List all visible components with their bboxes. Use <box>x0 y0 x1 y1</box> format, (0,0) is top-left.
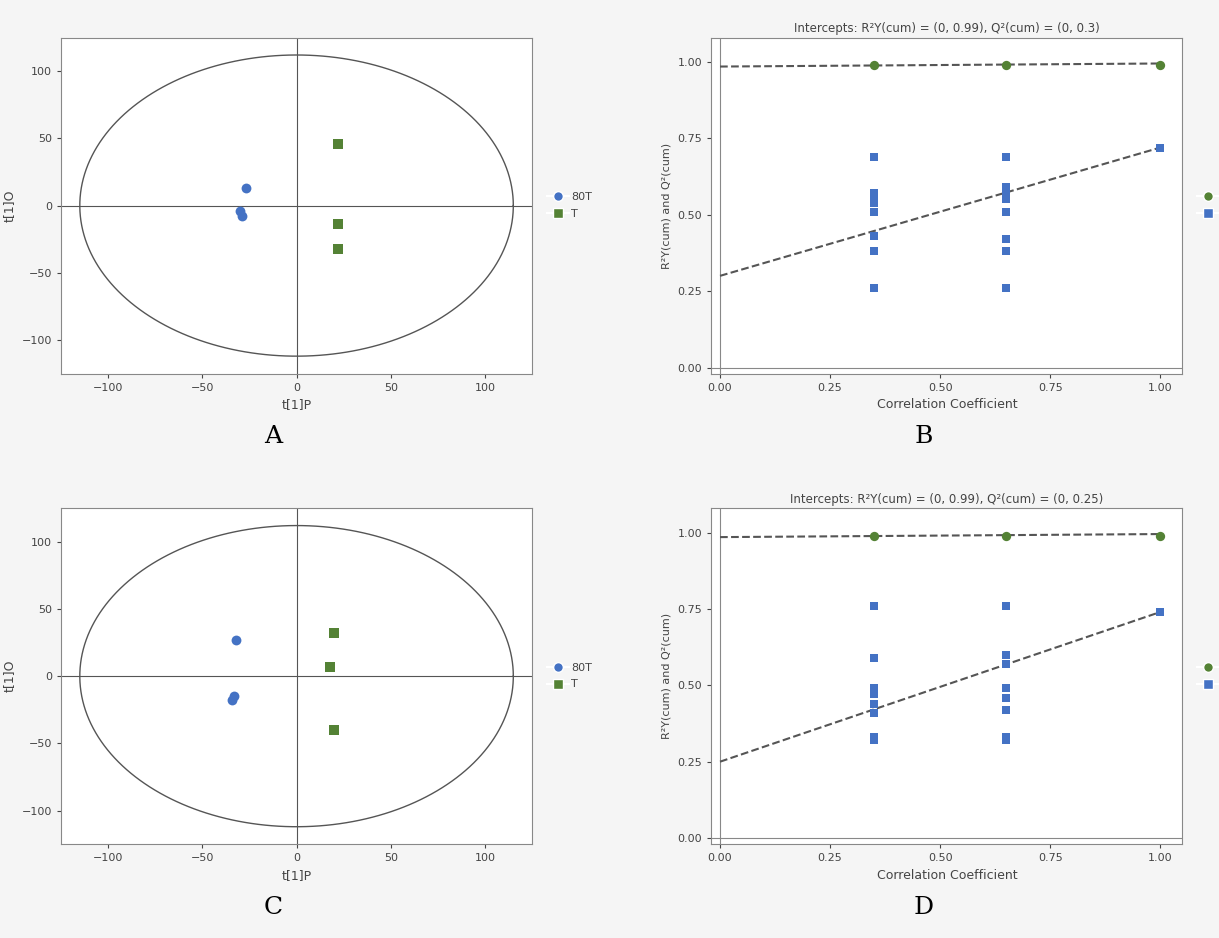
X-axis label: t[1]P: t[1]P <box>282 399 312 411</box>
Point <box>230 204 250 219</box>
Point <box>864 57 884 72</box>
Point <box>864 280 884 295</box>
X-axis label: t[1]P: t[1]P <box>282 869 312 882</box>
Point <box>996 204 1015 219</box>
Title: Intercepts: R²Y(cum) = (0, 0.99), Q²(cum) = (0, 0.3): Intercepts: R²Y(cum) = (0, 0.99), Q²(cum… <box>794 22 1100 35</box>
Point <box>996 657 1015 672</box>
X-axis label: Correlation Coefficient: Correlation Coefficient <box>876 869 1017 882</box>
Point <box>864 186 884 201</box>
Point <box>232 209 251 224</box>
Point <box>864 204 884 219</box>
Legend: R2Y(cum), Q2(cum): R2Y(cum), Q2(cum) <box>1192 188 1219 223</box>
Point <box>996 733 1015 748</box>
Title: Intercepts: R²Y(cum) = (0, 0.99), Q²(cum) = (0, 0.25): Intercepts: R²Y(cum) = (0, 0.99), Q²(cum… <box>790 492 1103 506</box>
Point <box>324 626 344 641</box>
Point <box>864 696 884 711</box>
Point <box>864 681 884 696</box>
Point <box>864 195 884 210</box>
Y-axis label: R²Y(cum) and Q²(cum): R²Y(cum) and Q²(cum) <box>662 613 672 739</box>
Point <box>864 705 884 720</box>
Point <box>864 149 884 164</box>
Point <box>996 703 1015 718</box>
Point <box>236 181 256 196</box>
Point <box>996 149 1015 164</box>
Point <box>996 598 1015 613</box>
Text: B: B <box>914 425 933 448</box>
Point <box>996 528 1015 543</box>
Point <box>864 528 884 543</box>
Point <box>227 632 246 647</box>
Point <box>996 57 1015 72</box>
Point <box>864 244 884 259</box>
Text: A: A <box>265 425 282 448</box>
Point <box>996 232 1015 247</box>
Point <box>324 722 344 737</box>
Legend: R2Y(cum), Q2(cum): R2Y(cum), Q2(cum) <box>1192 658 1219 694</box>
Point <box>321 659 340 674</box>
X-axis label: Correlation Coefficient: Correlation Coefficient <box>876 399 1017 411</box>
Point <box>996 192 1015 207</box>
Point <box>1151 528 1170 543</box>
Point <box>864 730 884 745</box>
Point <box>1151 140 1170 155</box>
Point <box>223 693 243 708</box>
Point <box>1151 57 1170 72</box>
Point <box>996 186 1015 201</box>
Y-axis label: t[1]O: t[1]O <box>2 660 16 692</box>
Point <box>864 598 884 613</box>
Point <box>1151 604 1170 619</box>
Point <box>996 690 1015 705</box>
Point <box>996 647 1015 662</box>
Point <box>864 733 884 748</box>
Point <box>996 280 1015 295</box>
Point <box>864 687 884 702</box>
Point <box>328 217 347 232</box>
Point <box>224 688 244 704</box>
Text: D: D <box>913 896 934 919</box>
Text: C: C <box>263 896 283 919</box>
Point <box>328 241 347 256</box>
Point <box>996 730 1015 745</box>
Point <box>864 229 884 244</box>
Point <box>864 650 884 665</box>
Legend: 80T, T: 80T, T <box>542 658 596 694</box>
Point <box>996 180 1015 195</box>
Y-axis label: R²Y(cum) and Q²(cum): R²Y(cum) and Q²(cum) <box>662 143 672 268</box>
Point <box>864 189 884 204</box>
Point <box>996 244 1015 259</box>
Point <box>328 136 347 151</box>
Point <box>996 681 1015 696</box>
Y-axis label: t[1]O: t[1]O <box>2 189 16 221</box>
Legend: 80T, T: 80T, T <box>542 188 596 223</box>
